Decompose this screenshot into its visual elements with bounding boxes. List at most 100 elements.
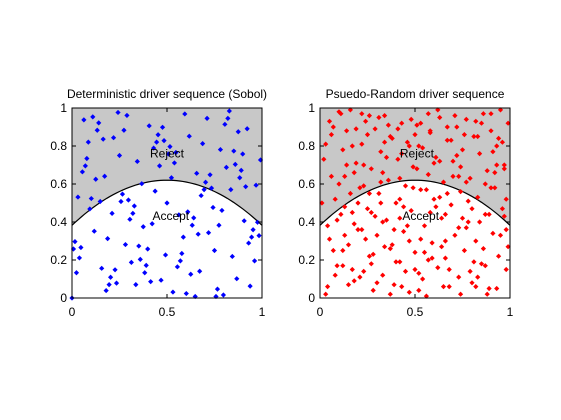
data-point: [121, 127, 127, 133]
chart-title: Psuedo-Random driver sequence: [326, 87, 505, 101]
data-point: [467, 268, 473, 274]
data-point: [368, 166, 374, 172]
data-point: [321, 156, 327, 162]
data-point: [459, 147, 466, 153]
data-point: [448, 202, 454, 208]
data-point: [217, 146, 224, 153]
data-point: [370, 287, 376, 293]
data-point: [208, 185, 215, 191]
data-point: [340, 247, 346, 254]
region-label-accept: Accept: [402, 209, 439, 223]
data-point: [492, 185, 498, 191]
data-point: [156, 163, 163, 169]
data-point: [73, 270, 80, 276]
data-point: [440, 179, 447, 185]
data-point: [334, 217, 340, 223]
data-point: [387, 133, 393, 140]
data-point: [496, 135, 502, 141]
data-point: [488, 111, 494, 117]
data-point: [189, 222, 195, 228]
data-point: [456, 225, 462, 231]
chart-title: Deterministic driver sequence (Sobol): [67, 87, 267, 101]
data-point: [238, 167, 244, 173]
data-point: [256, 233, 262, 239]
data-point: [477, 219, 483, 225]
data-point: [439, 244, 445, 250]
data-point: [336, 181, 342, 187]
data-point: [397, 175, 403, 181]
data-point: [342, 173, 348, 179]
data-point: [195, 231, 201, 237]
data-point: [406, 238, 412, 244]
data-point: [174, 264, 180, 270]
data-point: [480, 111, 486, 117]
data-point: [134, 158, 140, 165]
data-point: [427, 128, 433, 134]
data-point: [342, 204, 348, 210]
data-point: [164, 200, 170, 206]
data-point: [109, 210, 115, 216]
data-point: [167, 143, 173, 150]
data-point: [465, 219, 471, 225]
data-point: [182, 111, 188, 117]
data-point: [250, 227, 256, 233]
data-point: [442, 238, 448, 244]
data-point: [207, 172, 213, 178]
data-point: [505, 120, 511, 126]
data-point: [361, 162, 367, 168]
data-point: [473, 118, 479, 124]
data-point: [222, 121, 228, 127]
data-point: [85, 139, 91, 145]
data-point: [410, 185, 416, 191]
data-point: [404, 139, 410, 145]
data-point: [332, 272, 338, 278]
data-point: [469, 280, 475, 286]
region-label-reject: Reject: [150, 146, 185, 160]
data-point: [162, 252, 169, 258]
data-point: [342, 232, 348, 238]
data-point: [139, 181, 145, 187]
data-point: [334, 263, 340, 269]
data-point: [359, 111, 365, 117]
data-point: [171, 160, 178, 166]
data-point: [133, 282, 139, 288]
data-point: [433, 154, 439, 160]
y-tick-label: 0.6: [298, 177, 315, 191]
data-point: [437, 158, 443, 164]
data-point: [345, 282, 352, 288]
data-point: [383, 217, 390, 223]
data-point: [429, 255, 435, 261]
data-point: [382, 113, 388, 119]
data-point: [330, 247, 336, 254]
data-point: [128, 259, 134, 265]
data-point: [389, 135, 395, 141]
data-point: [418, 236, 424, 242]
data-point: [97, 198, 103, 205]
data-point: [372, 126, 378, 132]
data-point: [463, 179, 469, 185]
data-point: [414, 166, 420, 172]
data-point: [412, 132, 418, 138]
data-point: [503, 227, 509, 233]
data-point: [110, 135, 117, 141]
data-point: [404, 223, 410, 229]
data-point: [380, 219, 386, 225]
data-point: [351, 221, 357, 227]
data-point: [395, 126, 401, 132]
data-point: [471, 133, 477, 140]
data-point: [330, 124, 336, 130]
data-point: [442, 211, 448, 217]
data-point: [452, 113, 458, 119]
data-point: [456, 173, 462, 179]
data-point: [93, 176, 99, 182]
data-point: [253, 182, 259, 188]
x-tick-label: 1: [259, 305, 266, 319]
data-point: [439, 215, 445, 221]
data-point: [180, 234, 186, 240]
data-point: [211, 247, 218, 254]
data-point: [225, 115, 231, 121]
y-tick-label: 0.2: [298, 253, 315, 267]
data-point: [490, 149, 496, 155]
data-point: [107, 274, 114, 280]
data-point: [458, 189, 464, 195]
